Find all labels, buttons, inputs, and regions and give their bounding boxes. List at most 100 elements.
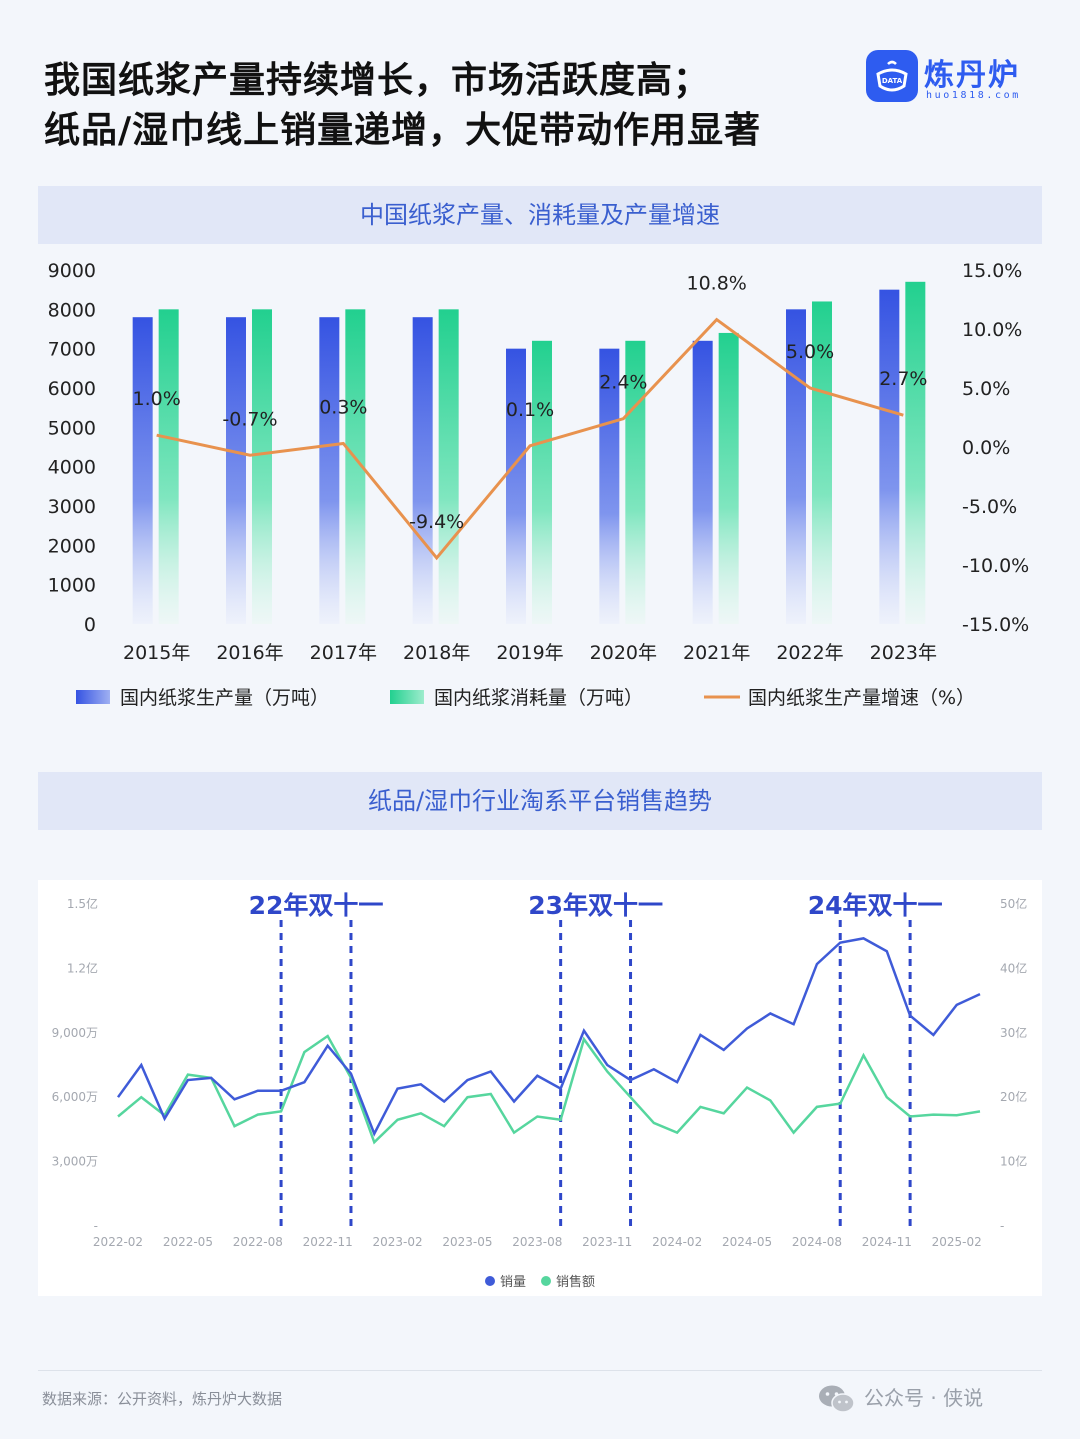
category-label: 2016年 bbox=[216, 642, 283, 664]
legend-swatch bbox=[485, 1276, 495, 1286]
x-axis-tick-label: 2023-11 bbox=[582, 1235, 632, 1249]
right-axis-tick-label: 10亿 bbox=[1000, 1154, 1027, 1169]
right-axis-tick-label: 15.0% bbox=[962, 260, 1022, 282]
growth-rate-label: 10.8% bbox=[686, 273, 746, 295]
left-axis-tick-label: 0 bbox=[84, 614, 96, 636]
legend-label: 国内纸浆消耗量（万吨） bbox=[434, 687, 643, 709]
production-bar bbox=[879, 289, 900, 624]
category-label: 2017年 bbox=[310, 642, 377, 664]
right-axis-tick-label: 30亿 bbox=[1000, 1025, 1027, 1040]
left-axis-tick-label: 1.5亿 bbox=[67, 896, 98, 911]
growth-rate-label: -0.7% bbox=[222, 408, 277, 430]
footer-divider bbox=[38, 1370, 1042, 1371]
brand-logo: DATA 炼丹炉 huo1818.com bbox=[866, 50, 1046, 106]
page-title-line-2: 纸品/湿巾线上销量递增，大促带动作用显著 bbox=[44, 110, 762, 151]
data-source-note: 数据来源：公开资料，炼丹炉大数据 bbox=[42, 1390, 283, 1408]
category-label: 2022年 bbox=[776, 642, 843, 664]
category-label: 2018年 bbox=[403, 642, 470, 664]
category-label: 2023年 bbox=[870, 642, 937, 664]
consumption-bar bbox=[718, 332, 739, 624]
consumption-bar bbox=[438, 309, 459, 624]
x-axis-tick-label: 2024-05 bbox=[722, 1235, 772, 1249]
wechat-account: 公众号 · 侠说 bbox=[818, 1380, 1048, 1414]
x-axis-tick-label: 2022-08 bbox=[233, 1235, 283, 1249]
legend-swatch bbox=[390, 690, 424, 704]
right-axis-tick-label: -10.0% bbox=[962, 555, 1029, 577]
right-axis-tick-label: 0.0% bbox=[962, 437, 1010, 459]
consumption-bar bbox=[158, 309, 179, 624]
growth-rate-label: 2.4% bbox=[599, 372, 647, 394]
legend-label: 销售额 bbox=[556, 1274, 595, 1290]
logo-badge: DATA bbox=[866, 50, 918, 102]
x-axis-tick-label: 2022-02 bbox=[93, 1235, 143, 1249]
right-axis-tick-label: -5.0% bbox=[962, 496, 1017, 518]
growth-rate-label: 1.0% bbox=[133, 388, 181, 410]
legend-label: 国内纸浆生产量增速（%） bbox=[748, 687, 975, 709]
growth-rate-label: 0.3% bbox=[319, 396, 367, 418]
left-axis-tick-label: - bbox=[94, 1219, 98, 1233]
x-axis-tick-label: 2023-05 bbox=[442, 1235, 492, 1249]
pulp-production-chart: 0 1000 2000 3000 4000 5000 6000 7000 8000 9000 -1… bbox=[48, 260, 1030, 709]
logo-name: 炼丹炉 bbox=[924, 58, 1020, 93]
left-axis-tick-label: 2000 bbox=[48, 535, 96, 557]
production-bar bbox=[319, 317, 340, 624]
annotation-label: 22年双十一 bbox=[249, 891, 384, 920]
x-axis-tick-label: 2025-02 bbox=[932, 1235, 982, 1249]
logo-url: huo1818.com bbox=[926, 90, 1021, 101]
right-axis-tick-label: - bbox=[1000, 1219, 1004, 1233]
growth-rate-label: -9.4% bbox=[409, 511, 464, 533]
production-bar bbox=[226, 317, 246, 624]
chart2-title: 纸品/湿巾行业淘系平台销售趋势 bbox=[38, 772, 1042, 830]
right-axis-tick-label: 50亿 bbox=[1000, 896, 1027, 911]
consumption-bar bbox=[532, 340, 552, 624]
production-bar bbox=[599, 348, 620, 624]
legend-label: 销量 bbox=[500, 1275, 526, 1290]
growth-rate-label: 5.0% bbox=[786, 341, 834, 363]
sales-amount-line bbox=[117, 1034, 981, 1145]
category-label: 2020年 bbox=[590, 642, 657, 664]
left-axis-tick-label: 7000 bbox=[48, 339, 96, 361]
left-axis-tick-label: 9000 bbox=[48, 260, 96, 282]
sales-trend-card: - 3,000万 6,000万 9,000万 1.2亿 1.5亿 - 10亿 20亿 30亿 40… bbox=[38, 880, 1042, 1296]
consumption-bar bbox=[345, 309, 366, 624]
consumption-bar bbox=[812, 301, 832, 624]
right-axis-tick-label: -15.0% bbox=[962, 614, 1029, 636]
left-axis-tick-label: 1000 bbox=[48, 575, 96, 597]
logo-badge-text: DATA bbox=[882, 77, 903, 85]
right-axis-tick-label: 5.0% bbox=[962, 378, 1010, 400]
right-axis-tick-label: 40亿 bbox=[1000, 960, 1027, 975]
production-bar bbox=[692, 340, 713, 624]
left-axis-tick-label: 3000 bbox=[48, 496, 96, 518]
growth-rate-label: 0.1% bbox=[506, 399, 554, 421]
left-axis-tick-label: 5000 bbox=[48, 417, 96, 439]
wechat-account-name: 公众号 · 侠说 bbox=[864, 1386, 984, 1410]
x-axis-tick-label: 2024-08 bbox=[792, 1235, 842, 1249]
left-axis-tick-label: 9,000万 bbox=[52, 1026, 98, 1040]
legend-swatch bbox=[76, 690, 110, 704]
consumption-bar bbox=[905, 281, 926, 624]
x-axis-tick-label: 2024-02 bbox=[652, 1235, 702, 1249]
x-axis-tick-label: 2022-11 bbox=[303, 1235, 353, 1249]
x-axis-tick-label: 2022-05 bbox=[163, 1235, 213, 1249]
production-bar bbox=[506, 348, 526, 624]
category-label: 2019年 bbox=[496, 642, 563, 664]
sales-volume-line bbox=[116, 937, 981, 1137]
annotation-label: 23年双十一 bbox=[528, 891, 663, 920]
production-bar bbox=[786, 309, 806, 624]
left-axis-tick-label: 6,000万 bbox=[52, 1090, 98, 1104]
page-title-line-1: 我国纸浆产量持续增长，市场活跃度高； bbox=[44, 60, 711, 101]
growth-rate-line bbox=[156, 317, 904, 561]
sales-trend-chart: - 3,000万 6,000万 9,000万 1.2亿 1.5亿 - 10亿 20亿 30亿 40… bbox=[52, 891, 1028, 1290]
legend-label: 国内纸浆生产量（万吨） bbox=[120, 687, 329, 709]
right-axis-tick-label: 20亿 bbox=[1000, 1089, 1027, 1104]
legend-swatch bbox=[541, 1276, 551, 1286]
annotation-label: 24年双十一 bbox=[808, 891, 943, 920]
x-axis-tick-label: 2024-11 bbox=[862, 1235, 912, 1249]
wechat-icon bbox=[819, 1385, 855, 1413]
left-axis-tick-label: 8000 bbox=[48, 299, 96, 321]
right-axis-tick-label: 10.0% bbox=[962, 319, 1022, 341]
production-bar bbox=[132, 317, 153, 624]
growth-rate-label: 2.7% bbox=[879, 368, 927, 390]
pot-icon: DATA bbox=[876, 60, 908, 92]
consumption-bar bbox=[252, 309, 272, 624]
